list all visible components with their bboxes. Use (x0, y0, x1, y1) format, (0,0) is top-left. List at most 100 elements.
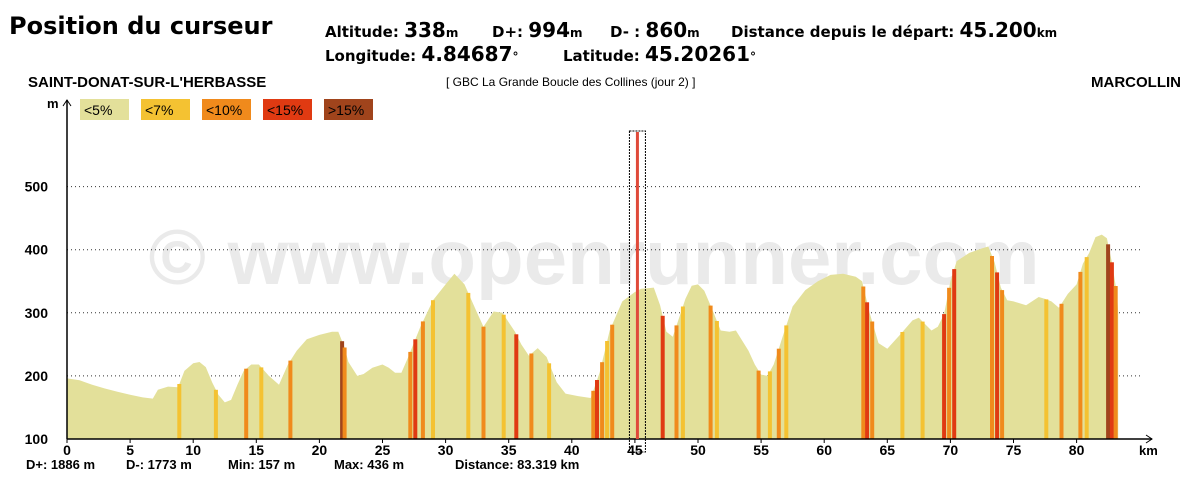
position-cursor[interactable] (628, 130, 646, 453)
dminus-label: D- : (610, 23, 641, 41)
x-tick-label: 10 (185, 442, 201, 458)
y-tick-label: 500 (25, 179, 49, 195)
footer-distance: Distance: 83.319 km (455, 457, 579, 472)
gradient-band (595, 380, 599, 439)
legend-swatch (263, 99, 312, 120)
altitude-unit: m (445, 26, 459, 40)
gradient-band (674, 325, 679, 439)
x-tick-label: 15 (249, 442, 265, 458)
footer-dminus: D-: 1773 m (126, 457, 192, 472)
latitude-value: 45.20261 (645, 42, 751, 66)
gradient-band (1078, 271, 1083, 439)
dplus-unit: m (570, 26, 583, 40)
distance-unit: km (1036, 26, 1058, 40)
route-name: [ GBC La Grande Boucle des Collines (jou… (446, 75, 696, 89)
gradient-band (947, 287, 952, 439)
dminus-readout: D- : 860m (610, 18, 700, 42)
gradient-band (413, 339, 418, 439)
gradient-band (591, 390, 596, 439)
gradient-band (244, 368, 249, 439)
page-title: Position du curseur (9, 12, 273, 40)
gradient-band (466, 292, 471, 439)
gradient-band (514, 334, 519, 439)
gradient-band (529, 353, 534, 439)
legend-swatch (324, 99, 373, 120)
gradient-band (610, 324, 615, 439)
gradient-band (420, 321, 425, 439)
gradient-band (177, 384, 182, 439)
gradient-band (660, 315, 665, 439)
footer-min: Min: 157 m (228, 457, 295, 472)
legend-swatch (80, 99, 129, 120)
x-tick-label: 0 (63, 442, 71, 458)
gradient-band (784, 325, 789, 439)
x-tick-label: 50 (690, 442, 706, 458)
legend-swatch (141, 99, 190, 120)
dplus-label: D+: (492, 23, 524, 41)
gradient-band (408, 351, 413, 439)
y-axis-label: m (47, 96, 59, 111)
gradient-band (708, 305, 713, 439)
gradient-band (1109, 262, 1114, 439)
gradient-band (213, 389, 218, 439)
distance-label: Distance depuis le départ: (731, 23, 955, 41)
gradient-band (1000, 290, 1005, 439)
gradient-band (288, 360, 293, 439)
gradient-band (1113, 286, 1118, 439)
cursor-box (628, 130, 646, 453)
longitude-unit: ° (512, 50, 519, 64)
dplus-readout: D+: 994m (492, 18, 583, 42)
legend-label: <5% (84, 102, 112, 118)
gradient-band (501, 314, 506, 439)
gradient-band (952, 269, 957, 439)
x-axis-label: km (1139, 443, 1158, 458)
y-tick-label: 200 (25, 368, 49, 384)
longitude-readout: Longitude: 4.84687° (325, 42, 519, 66)
gradient-band (756, 370, 761, 439)
gradient-band (990, 256, 994, 439)
x-tick-label: 5 (126, 442, 134, 458)
footer-max: Max: 436 m (334, 457, 404, 472)
gradient-band (870, 321, 875, 439)
x-tick-label: 20 (312, 442, 328, 458)
altitude-label: Altitude: (325, 23, 399, 41)
gradient-band (861, 286, 866, 439)
y-tick-label: 300 (25, 305, 49, 321)
legend-swatch (202, 99, 251, 120)
x-tick-label: 45 (627, 442, 643, 458)
gradient-band (481, 326, 486, 439)
x-tick-label: 80 (1069, 442, 1085, 458)
start-location: SAINT-DONAT-SUR-L'HERBASSE (28, 74, 267, 91)
legend: <5% <7% <10% <15% >15% (80, 99, 373, 120)
longitude-value: 4.84687 (421, 42, 513, 66)
x-tick-label: 75 (1006, 442, 1022, 458)
y-axis-arrow (62, 99, 72, 107)
summary-footer: D+: 1886 m D-: 1773 m Min: 157 m Max: 43… (26, 457, 579, 472)
axis-ticks: 0 5 10 15 20 25 30 35 40 45 50 55 60 65 70 75 80 100 200 30… (25, 179, 1085, 458)
dplus-value: 994 (528, 18, 571, 42)
gradient-band (1106, 244, 1111, 439)
x-tick-label: 30 (438, 442, 454, 458)
gradient-band (547, 363, 552, 439)
gradient-band (342, 347, 347, 439)
gradient-band (1084, 257, 1089, 439)
y-tick-label: 100 (25, 431, 49, 447)
gradient-band (995, 272, 1000, 439)
gradient-band (340, 341, 345, 439)
y-tick-label: 400 (25, 242, 49, 258)
x-tick-label: 65 (880, 442, 896, 458)
x-axis-arrow (1145, 434, 1153, 444)
axes: m km (47, 96, 1158, 458)
x-tick-label: 55 (753, 442, 769, 458)
gradient-band (776, 348, 781, 439)
altitude-value: 338 (404, 18, 446, 42)
elevation-area (67, 234, 1119, 439)
longitude-label: Longitude: (325, 47, 417, 65)
latitude-readout: Latitude: 45.20261° (563, 42, 756, 66)
x-tick-label: 60 (816, 442, 832, 458)
x-tick-label: 25 (375, 442, 391, 458)
gradient-band (920, 321, 925, 439)
latitude-unit: ° (750, 50, 757, 64)
gradient-band (605, 341, 610, 439)
